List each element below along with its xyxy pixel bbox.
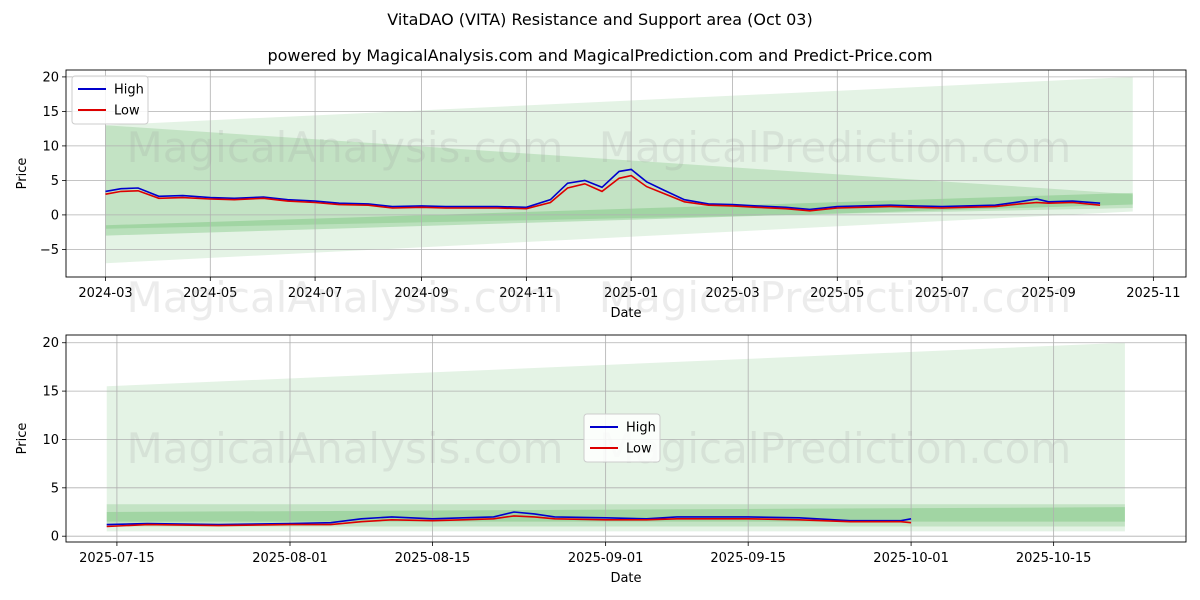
chart-1: 2024-03 2024-05 2024-07 2024-09 2024-11 2025-… (15, 69, 1187, 322)
watermark-text: MagicalAnalysis.com (127, 123, 564, 172)
band-area (105, 125, 1133, 229)
legend: High Low (71, 75, 149, 125)
legend: High Low (583, 413, 661, 463)
x-tick-label: 2024-11 (499, 286, 553, 301)
x-tick-label: 2025-08-01 (252, 551, 328, 566)
x-tick-label: 2025-08-15 (395, 551, 471, 566)
legend-label-low: Low (114, 104, 140, 119)
y-axis-label: Price (15, 158, 30, 190)
y-tick-label: 20 (42, 70, 59, 85)
x-tick-label: 2024-05 (183, 286, 237, 301)
x-tick-label: 2025-07 (915, 286, 969, 301)
y-tick-label: 20 (42, 336, 59, 351)
watermark-text: MagicalAnalysis.com (127, 273, 564, 322)
x-tick-label: 2025-10-15 (1016, 551, 1092, 566)
watermark-text: MagicalPrediction.com (599, 123, 1072, 172)
x-tick-label: 2024-07 (288, 286, 342, 301)
x-tick-label: 2025-03 (705, 286, 759, 301)
x-tick-label: 2025-10-01 (873, 551, 949, 566)
y-tick-label: 15 (42, 385, 59, 400)
x-tick-label: 2024-09 (394, 286, 448, 301)
x-tick-label: 2025-07-15 (79, 551, 155, 566)
y-tick-label: 0 (51, 208, 59, 223)
chart-2: 2025-07-15 2025-08-01 2025-08-15 2025-09-01… (15, 334, 1187, 586)
legend-label-high: High (626, 421, 656, 436)
x-axis-label: Date (610, 306, 641, 321)
watermark-text: MagicalPrediction.com (599, 273, 1072, 322)
legend-label-low: Low (626, 442, 652, 457)
plot-frame (65, 334, 1187, 543)
x-tick-label: 2024-03 (78, 286, 132, 301)
watermark-text: MagicalPrediction.com (599, 424, 1072, 473)
x-axis-label: Date (610, 571, 641, 586)
legend-label-high: High (114, 83, 144, 98)
band-area (105, 76, 1133, 264)
x-tick-label: 2025-01 (604, 286, 658, 301)
chart-title: VitaDAO (VITA) Resistance and Support ar… (387, 10, 813, 29)
x-tick-label: 2025-09-01 (568, 551, 644, 566)
plot-frame (65, 69, 1187, 278)
x-tick-label: 2025-09-15 (710, 551, 786, 566)
x-tick-label: 2025-09 (1021, 286, 1075, 301)
y-tick-label: 5 (51, 174, 59, 189)
watermark-text: MagicalAnalysis.com (127, 424, 564, 473)
y-axis-label: Price (15, 423, 30, 455)
series-line-low (106, 515, 912, 528)
y-tick-label: 10 (42, 139, 59, 154)
band-area (105, 192, 1133, 236)
y-tick-label: 5 (51, 481, 59, 496)
y-tick-label: 15 (42, 105, 59, 120)
series-line-high (105, 168, 1101, 211)
y-tick-label: 0 (51, 530, 59, 545)
y-tick-label: 10 (42, 433, 59, 448)
y-tick-label: −5 (40, 243, 59, 258)
x-tick-label: 2025-05 (810, 286, 864, 301)
chart-subtitle: powered by MagicalAnalysis.com and Magic… (267, 46, 933, 65)
x-tick-label: 2025-11 (1126, 286, 1180, 301)
series-line-high (106, 511, 912, 526)
series-line-low (105, 174, 1101, 212)
